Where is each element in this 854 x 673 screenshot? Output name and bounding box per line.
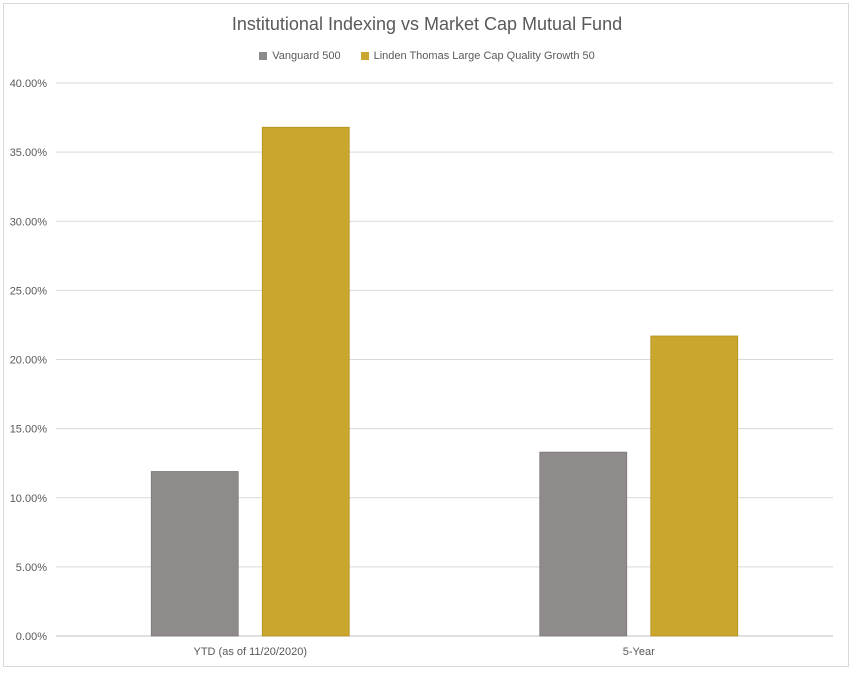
y-tick-label: 0.00% bbox=[16, 631, 47, 643]
y-tick-label: 30.00% bbox=[10, 216, 48, 228]
legend-swatch-vanguard bbox=[259, 52, 268, 60]
x-category-label: YTD (as of 11/20/2020) bbox=[193, 646, 307, 658]
legend-item-vanguard: Vanguard 500 bbox=[259, 50, 341, 62]
y-tick-label: 10.00% bbox=[10, 493, 48, 505]
legend-swatch-linden bbox=[360, 52, 369, 60]
bar-linden bbox=[650, 335, 739, 637]
legend-item-linden: Linden Thomas Large Cap Quality Growth 5… bbox=[360, 50, 595, 62]
y-tick-label: 35.00% bbox=[10, 147, 48, 159]
bar-vanguard bbox=[539, 451, 628, 637]
y-tick-label: 25.00% bbox=[10, 285, 48, 297]
legend-label-vanguard: Vanguard 500 bbox=[272, 50, 341, 62]
legend-label-linden: Linden Thomas Large Cap Quality Growth 5… bbox=[373, 50, 595, 62]
legend: Vanguard 500 Linden Thomas Large Cap Qua… bbox=[0, 50, 854, 62]
y-tick-label: 15.00% bbox=[10, 424, 48, 436]
chart-title: Institutional Indexing vs Market Cap Mut… bbox=[231, 14, 623, 34]
y-tick-label: 40.00% bbox=[10, 78, 48, 90]
y-tick-label: 20.00% bbox=[10, 355, 48, 367]
bar-linden bbox=[261, 126, 350, 637]
bar-vanguard bbox=[150, 471, 239, 637]
x-category-label: 5-Year bbox=[623, 646, 655, 658]
y-tick-label: 5.00% bbox=[16, 562, 47, 574]
